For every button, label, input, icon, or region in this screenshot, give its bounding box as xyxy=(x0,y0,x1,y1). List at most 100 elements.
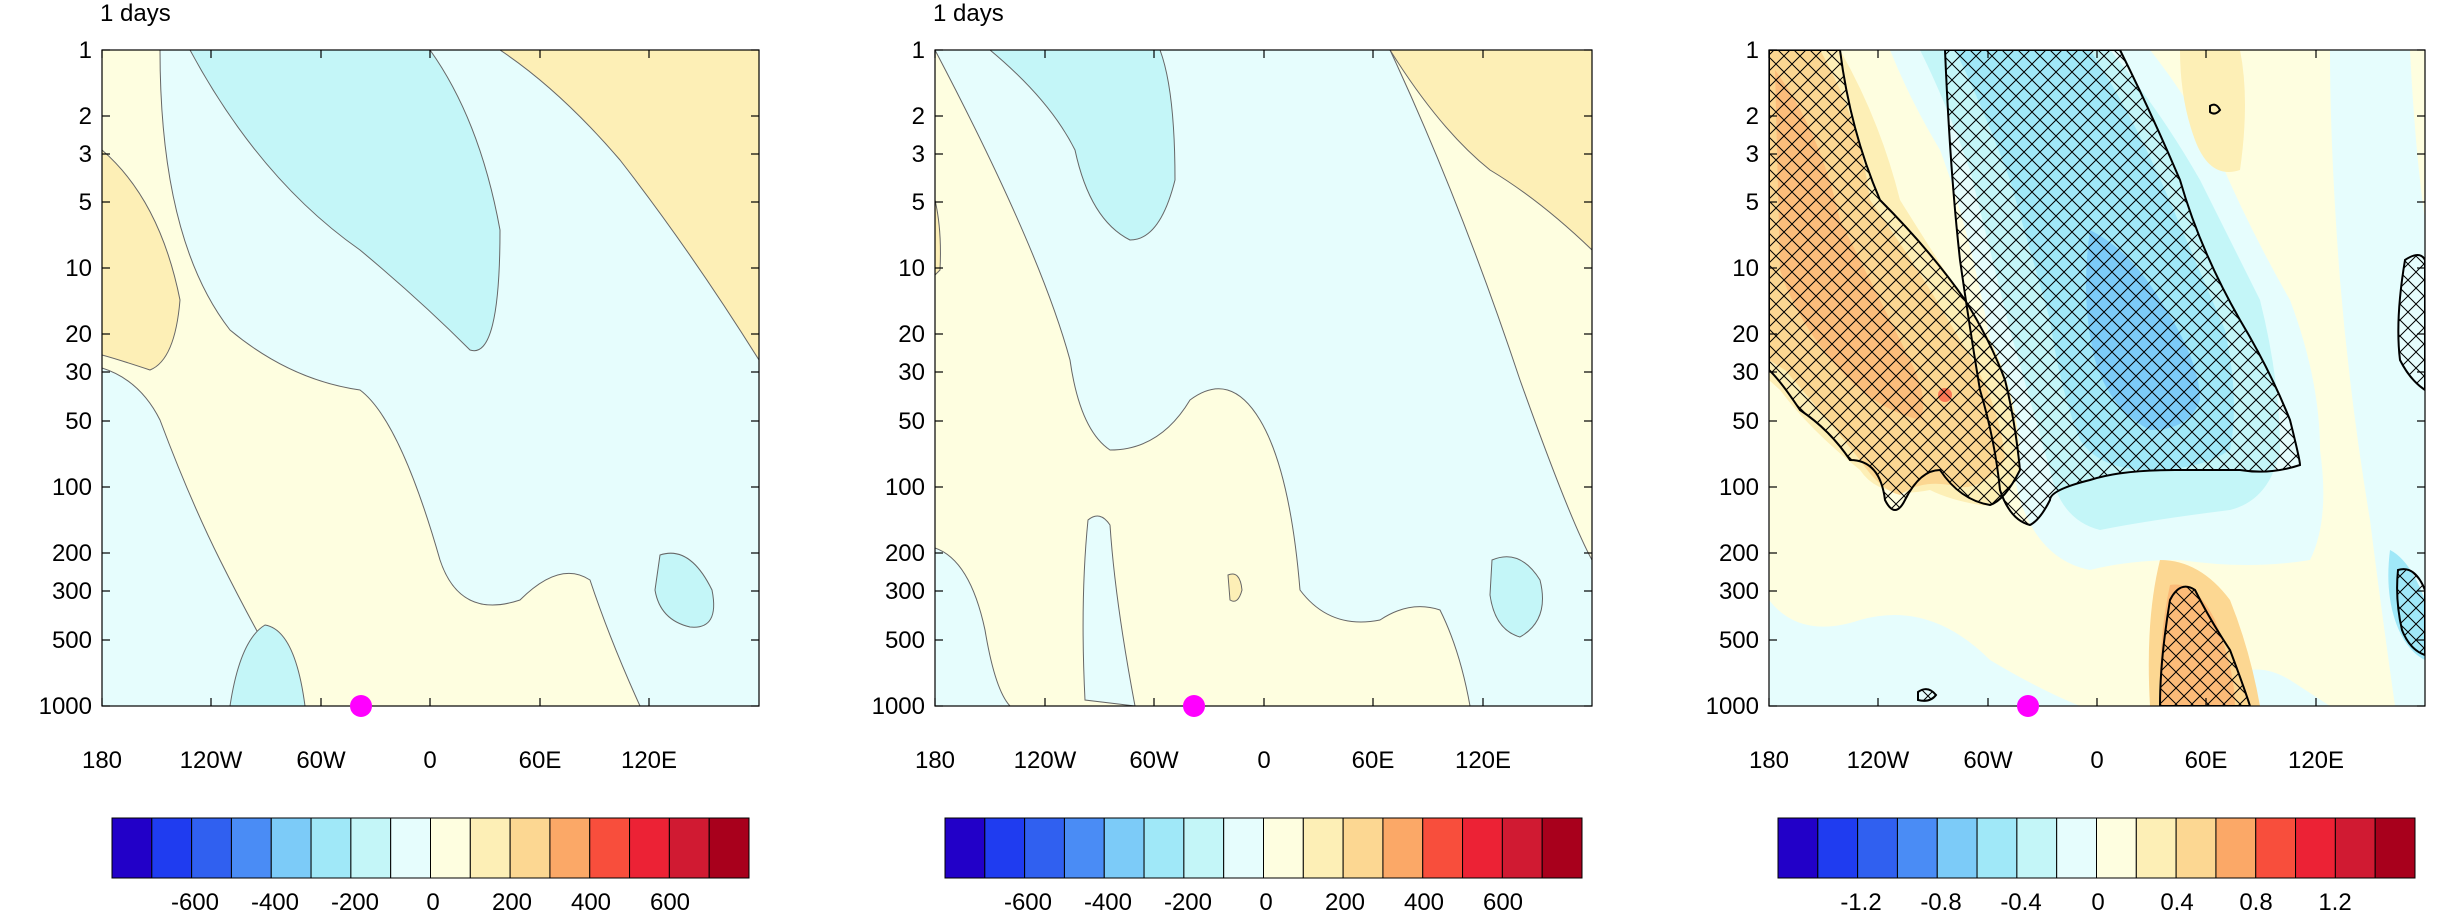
ytick-label: 5 xyxy=(912,189,925,216)
xtick-label: 120E xyxy=(1455,747,1511,774)
panel-2-yticks xyxy=(935,49,1592,707)
ytick-label: 3 xyxy=(1746,141,1759,168)
panel-2-xtick-labels: 180 120W 60W 0 60E 120E xyxy=(915,747,1511,774)
colorbar-swatch xyxy=(2096,817,2137,879)
colorbar-label: -400 xyxy=(251,889,299,916)
colorbar-label: 400 xyxy=(571,889,611,916)
colorbar-swatch xyxy=(1024,817,1065,879)
ytick-label: 20 xyxy=(65,321,92,348)
colorbar-swatch xyxy=(708,817,750,879)
colorbar-swatch xyxy=(1103,817,1145,879)
colorbar-label: 600 xyxy=(650,889,690,916)
ytick-label: 5 xyxy=(79,189,92,216)
colorbar-swatch xyxy=(1263,817,1304,879)
colorbar-swatch xyxy=(469,817,511,879)
ytick-label: 50 xyxy=(898,408,925,435)
xtick-label: 120W xyxy=(1847,747,1910,774)
ytick-label: 30 xyxy=(65,359,92,386)
colorbar-swatch xyxy=(191,817,232,879)
colorbar-label: 0.4 xyxy=(2160,889,2193,916)
panel-3-contours xyxy=(1769,50,2425,706)
panel-2-colorbar-labels: -600 -400 -200 0 200 400 600 xyxy=(1004,889,1523,916)
colorbar-swatch xyxy=(1342,817,1384,879)
xtick-label: 60E xyxy=(2185,747,2228,774)
colorbar-label: 0.8 xyxy=(2239,889,2272,916)
colorbar-swatch xyxy=(2056,817,2097,879)
colorbar-swatch xyxy=(2295,817,2336,879)
ytick-label: 1000 xyxy=(872,693,925,720)
ytick-label: 1 xyxy=(912,37,925,64)
colorbar-swatch xyxy=(2374,817,2416,879)
colorbar-label: -600 xyxy=(171,889,219,916)
ytick-label: 2 xyxy=(912,103,925,130)
colorbar-swatch xyxy=(230,817,272,879)
colorbar-swatch xyxy=(270,817,312,879)
colorbar-swatch xyxy=(2016,817,2058,879)
colorbar-swatch xyxy=(668,817,710,879)
colorbar-label: 200 xyxy=(1325,889,1365,916)
ytick-label: 10 xyxy=(1732,255,1759,282)
ytick-label: 1000 xyxy=(39,693,92,720)
colorbar-swatch xyxy=(151,817,193,879)
panel-2-contours xyxy=(935,50,1592,706)
panel-3-xtick-labels: 180 120W 60W 0 60E 120E xyxy=(1749,747,2344,774)
colorbar-swatch xyxy=(1896,817,1938,879)
colorbar-swatch xyxy=(350,817,392,879)
ytick-label: 50 xyxy=(1732,408,1759,435)
ytick-label: 200 xyxy=(52,540,92,567)
colorbar-label: -1.2 xyxy=(1840,889,1881,916)
ytick-label: 20 xyxy=(898,321,925,348)
colorbar-swatch xyxy=(1777,817,1819,879)
ytick-label: 300 xyxy=(52,578,92,605)
panel-1-contours xyxy=(102,50,759,706)
ytick-label: 100 xyxy=(1719,474,1759,501)
colorbar-label: -400 xyxy=(1084,889,1132,916)
ytick-label: 30 xyxy=(898,359,925,386)
colorbar-swatch xyxy=(390,817,431,879)
panel-1-xtick-labels: 180 120W 60W 0 60E 120E xyxy=(82,747,677,774)
ytick-label: 300 xyxy=(1719,578,1759,605)
colorbar-swatch xyxy=(549,817,591,879)
ytick-label: 3 xyxy=(79,141,92,168)
colorbar-swatch xyxy=(2255,817,2297,879)
ytick-label: 30 xyxy=(1732,359,1759,386)
colorbar-label: -200 xyxy=(331,889,379,916)
ytick-label: 3 xyxy=(912,141,925,168)
xtick-label: 60E xyxy=(519,747,562,774)
colorbar-swatch xyxy=(1976,817,2018,879)
colorbar-swatch xyxy=(629,817,670,879)
colorbar-swatch xyxy=(1817,817,1859,879)
ytick-label: 10 xyxy=(898,255,925,282)
ytick-label: 500 xyxy=(52,627,92,654)
colorbar-swatch xyxy=(1143,817,1185,879)
ytick-label: 100 xyxy=(885,474,925,501)
colorbar-swatch xyxy=(1223,817,1264,879)
colorbar-swatch xyxy=(1541,817,1583,879)
colorbar-label: 0 xyxy=(2091,889,2104,916)
ytick-label: 2 xyxy=(79,103,92,130)
xtick-label: 60W xyxy=(1129,747,1179,774)
xtick-label: 120W xyxy=(1014,747,1077,774)
colorbar-label: 600 xyxy=(1483,889,1523,916)
panel-1-location-marker xyxy=(350,695,372,717)
panel-2-title: 1 days xyxy=(933,0,1004,27)
xtick-label: 180 xyxy=(82,747,122,774)
panel-3-colorbar-labels: -1.2 -0.8 -0.4 0 0.4 0.8 1.2 xyxy=(1840,889,2351,916)
colorbar-swatch xyxy=(111,817,153,879)
colorbar-swatch xyxy=(984,817,1026,879)
xtick-label: 180 xyxy=(915,747,955,774)
panel-3-location-marker xyxy=(2017,695,2039,717)
xtick-label: 60E xyxy=(1352,747,1395,774)
panel-3-xticks xyxy=(1768,50,2317,706)
panel-1-ytick-labels: 1 2 3 5 10 20 30 50 100 200 300 500 1000 xyxy=(39,37,92,720)
ytick-label: 1 xyxy=(79,37,92,64)
colorbar-label: -600 xyxy=(1004,889,1052,916)
colorbar-swatch xyxy=(1382,817,1424,879)
ytick-label: 50 xyxy=(65,408,92,435)
ytick-label: 100 xyxy=(52,474,92,501)
ytick-label: 200 xyxy=(885,540,925,567)
panel-1: 1 days 1 2 xyxy=(39,0,760,916)
panel-2-xticks xyxy=(934,50,1484,706)
colorbar-swatch xyxy=(1063,817,1105,879)
colorbar-label: 200 xyxy=(492,889,532,916)
